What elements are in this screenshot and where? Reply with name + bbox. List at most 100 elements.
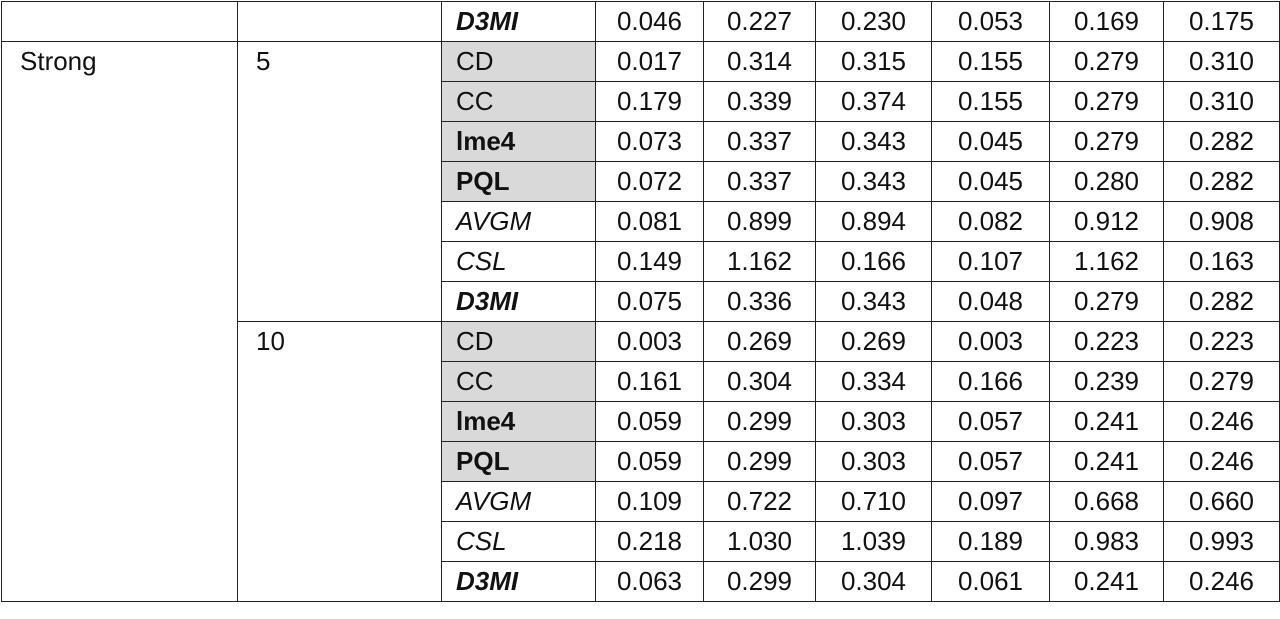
value-cell: 0.155: [931, 81, 1050, 122]
method-cell: AVGM: [441, 201, 596, 242]
method-cell: lme4: [441, 121, 596, 162]
value-cell: 0.107: [931, 241, 1050, 282]
value-cell: 0.337: [703, 161, 816, 202]
value-cell: 0.045: [931, 121, 1050, 162]
value-cell: 0.668: [1049, 481, 1164, 522]
value-cell: 0.246: [1163, 441, 1280, 482]
value-cell: 0.343: [815, 121, 932, 162]
method-cell: D3MI: [441, 561, 596, 602]
value-cell: 0.163: [1163, 241, 1280, 282]
value-cell: 0.337: [703, 121, 816, 162]
value-cell: 0.299: [703, 401, 816, 442]
table-row: CC 0.161 0.304 0.334 0.166 0.239 0.279: [2, 361, 1280, 402]
value-cell: 0.169: [1049, 1, 1164, 42]
value-cell: 0.073: [595, 121, 704, 162]
table-row: CSL 0.149 1.162 0.166 0.107 1.162 0.163: [2, 241, 1280, 282]
value-cell: 0.279: [1163, 361, 1280, 402]
value-cell: 0.061: [931, 561, 1050, 602]
value-cell: 0.279: [1049, 41, 1164, 82]
value-cell: 0.239: [1049, 361, 1164, 402]
value-cell: 0.057: [931, 401, 1050, 442]
value-cell: 0.304: [703, 361, 816, 402]
value-cell: 0.280: [1049, 161, 1164, 202]
value-cell: 1.030: [703, 521, 816, 562]
value-cell: 0.003: [931, 321, 1050, 362]
value-cell: 0.053: [931, 1, 1050, 42]
method-cell: CSL: [441, 241, 596, 282]
value-cell: 0.097: [931, 481, 1050, 522]
value-cell: 0.081: [595, 201, 704, 242]
value-cell: 0.908: [1163, 201, 1280, 242]
value-cell: 0.241: [1049, 401, 1164, 442]
empty-cell: [237, 1, 442, 42]
value-cell: 0.246: [1163, 561, 1280, 602]
value-cell: 0.899: [703, 201, 816, 242]
value-cell: 0.339: [703, 81, 816, 122]
method-cell: D3MI: [441, 281, 596, 322]
value-cell: 0.912: [1049, 201, 1164, 242]
table-body: D3MI 0.046 0.227 0.230 0.053 0.169 0.175 Strong…: [1, 1, 1280, 602]
value-cell: 1.039: [815, 521, 932, 562]
value-cell: 0.374: [815, 81, 932, 122]
method-cell: lme4: [441, 401, 596, 442]
value-cell: 0.722: [703, 481, 816, 522]
value-cell: 0.304: [815, 561, 932, 602]
value-cell: 0.710: [815, 481, 932, 522]
value-cell: 0.166: [931, 361, 1050, 402]
value-cell: 0.983: [1049, 521, 1164, 562]
value-cell: 0.046: [595, 1, 704, 42]
value-cell: 0.241: [1049, 441, 1164, 482]
method-cell: CD: [441, 41, 596, 82]
value-cell: 0.045: [931, 161, 1050, 202]
value-cell: 0.218: [595, 521, 704, 562]
value-cell: 0.282: [1163, 161, 1280, 202]
value-cell: 0.072: [595, 161, 704, 202]
value-cell: 0.246: [1163, 401, 1280, 442]
value-cell: 0.336: [703, 281, 816, 322]
value-cell: 0.279: [1049, 121, 1164, 162]
value-cell: 0.269: [703, 321, 816, 362]
method-cell: D3MI: [441, 1, 596, 42]
value-cell: 0.303: [815, 441, 932, 482]
value-cell: 0.048: [931, 281, 1050, 322]
value-cell: 0.310: [1163, 81, 1280, 122]
value-cell: 0.057: [931, 441, 1050, 482]
table-row: PQL 0.072 0.337 0.343 0.045 0.280 0.282: [2, 161, 1280, 202]
table-row: CC 0.179 0.339 0.374 0.155 0.279 0.310: [2, 81, 1280, 122]
value-cell: 0.343: [815, 281, 932, 322]
value-cell: 0.334: [815, 361, 932, 402]
value-cell: 0.063: [595, 561, 704, 602]
table-row: PQL 0.059 0.299 0.303 0.057 0.241 0.246: [2, 441, 1280, 482]
value-cell: 0.299: [703, 561, 816, 602]
value-cell: 0.314: [703, 41, 816, 82]
method-cell: CC: [441, 81, 596, 122]
value-cell: 1.162: [703, 241, 816, 282]
empty-cell: [1, 1, 238, 42]
value-cell: 0.315: [815, 41, 932, 82]
value-cell: 0.179: [595, 81, 704, 122]
value-cell: 0.166: [815, 241, 932, 282]
value-cell: 1.162: [1049, 241, 1164, 282]
value-cell: 0.310: [1163, 41, 1280, 82]
value-cell: 0.343: [815, 161, 932, 202]
table-row: 10 CD 0.003 0.269 0.269 0.003 0.223 0.223: [2, 321, 1280, 602]
method-cell: AVGM: [441, 481, 596, 522]
value-cell: 0.109: [595, 481, 704, 522]
subgroup-label: 5: [237, 41, 442, 322]
value-cell: 0.299: [703, 441, 816, 482]
value-cell: 0.223: [1049, 321, 1164, 362]
value-cell: 0.269: [815, 321, 932, 362]
value-cell: 0.189: [931, 521, 1050, 562]
value-cell: 0.003: [595, 321, 704, 362]
table-row: lme4 0.059 0.299 0.303 0.057 0.241 0.246: [2, 401, 1280, 442]
value-cell: 0.282: [1163, 121, 1280, 162]
value-cell: 0.993: [1163, 521, 1280, 562]
value-cell: 0.175: [1163, 1, 1280, 42]
value-cell: 0.161: [595, 361, 704, 402]
value-cell: 0.082: [931, 201, 1050, 242]
value-cell: 0.660: [1163, 481, 1280, 522]
value-cell: 0.227: [703, 1, 816, 42]
value-cell: 0.149: [595, 241, 704, 282]
group-label: Strong: [1, 41, 238, 602]
